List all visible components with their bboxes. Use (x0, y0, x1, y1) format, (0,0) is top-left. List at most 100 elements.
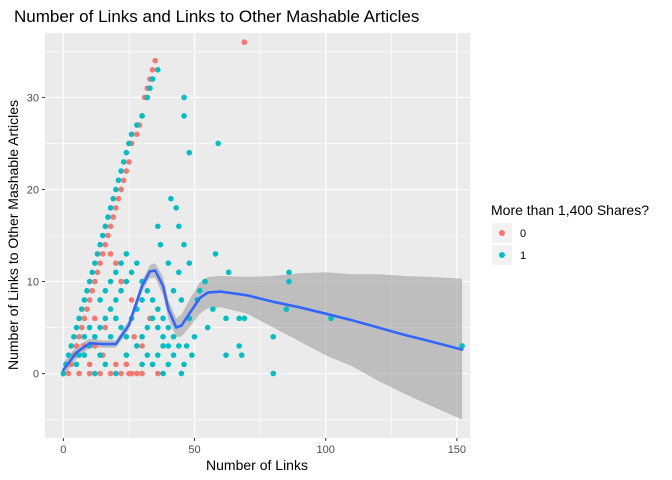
data-point (81, 297, 88, 303)
smooth-curve-layer (62, 269, 464, 372)
data-point (270, 333, 277, 340)
data-point (97, 352, 103, 358)
data-point (102, 361, 109, 368)
smooth-curve (62, 269, 464, 372)
data-point (78, 324, 85, 331)
y-axis-label: Number of Links to Other Mashable Articl… (5, 100, 21, 370)
data-point (71, 333, 77, 340)
data-point (241, 39, 248, 46)
data-point (113, 205, 119, 211)
data-point (120, 159, 127, 165)
data-point (202, 278, 208, 285)
points-layer (60, 39, 465, 377)
data-point (149, 297, 156, 303)
legend-label: 0 (520, 228, 526, 240)
data-point (107, 251, 114, 257)
data-point (178, 370, 185, 377)
data-point (94, 251, 101, 257)
data-point (286, 269, 292, 276)
data-point (118, 186, 124, 193)
data-point (147, 85, 153, 92)
legend: 01 (492, 223, 526, 265)
data-point (123, 168, 130, 174)
data-point (128, 131, 135, 138)
data-point (113, 297, 119, 303)
data-point (128, 269, 135, 276)
data-point (236, 343, 242, 349)
data-point (118, 260, 124, 266)
data-point (102, 324, 109, 331)
data-point (212, 251, 219, 257)
data-point (175, 343, 182, 349)
data-point (92, 315, 98, 322)
data-point (81, 352, 88, 358)
data-point (126, 370, 132, 377)
data-point (94, 269, 101, 276)
data-point (99, 232, 106, 239)
data-point (139, 113, 145, 119)
data-point (175, 223, 182, 230)
data-point (73, 324, 80, 331)
data-point (76, 315, 82, 322)
data-point (118, 324, 124, 331)
data-point (73, 343, 80, 349)
data-point (97, 241, 103, 248)
data-point (181, 113, 187, 119)
data-point (196, 287, 203, 294)
data-point (118, 278, 124, 285)
data-point (65, 370, 72, 377)
data-point (152, 57, 158, 64)
data-point (78, 306, 85, 312)
data-point (178, 297, 185, 303)
data-point (175, 269, 182, 276)
data-point (238, 352, 245, 358)
y-tick-label: 0 (33, 369, 39, 381)
data-point (181, 241, 187, 248)
data-point (168, 195, 174, 202)
data-point (186, 260, 193, 266)
data-point (139, 343, 145, 349)
data-point (118, 370, 124, 377)
legend-title: More than 1,400 Shares? (491, 202, 649, 218)
data-point (107, 205, 114, 211)
data-point (84, 287, 90, 294)
data-point (107, 333, 114, 340)
data-point (118, 168, 124, 174)
x-axis-label: Number of Links (206, 457, 308, 473)
data-point (113, 186, 119, 193)
data-point (113, 361, 119, 368)
data-point (126, 159, 132, 165)
data-point (165, 260, 172, 266)
data-point (107, 370, 114, 377)
data-point (102, 241, 109, 248)
data-point (123, 278, 130, 285)
data-point (165, 324, 172, 331)
data-point (113, 260, 119, 266)
data-point (68, 343, 75, 349)
data-point (189, 352, 195, 358)
data-point (97, 260, 103, 266)
data-point (134, 260, 140, 266)
data-point (134, 343, 140, 349)
data-point (139, 370, 145, 377)
data-point (160, 315, 166, 322)
data-point (105, 232, 111, 239)
data-point (92, 333, 98, 340)
y-axis-ticks: 0 10 20 30 (27, 92, 45, 381)
data-point (86, 370, 93, 377)
data-point (123, 251, 130, 257)
data-point (149, 76, 156, 82)
data-point (128, 297, 135, 303)
data-point (107, 223, 114, 230)
data-point (149, 315, 156, 322)
data-point (144, 287, 151, 294)
data-point (165, 343, 172, 349)
data-point (170, 352, 177, 358)
data-point (270, 370, 277, 377)
data-point (181, 94, 187, 101)
data-point (144, 324, 151, 331)
x-axis-ticks: 0 50 100 150 (60, 438, 466, 456)
confidence-band-layer (63, 263, 463, 420)
data-point (181, 361, 187, 368)
